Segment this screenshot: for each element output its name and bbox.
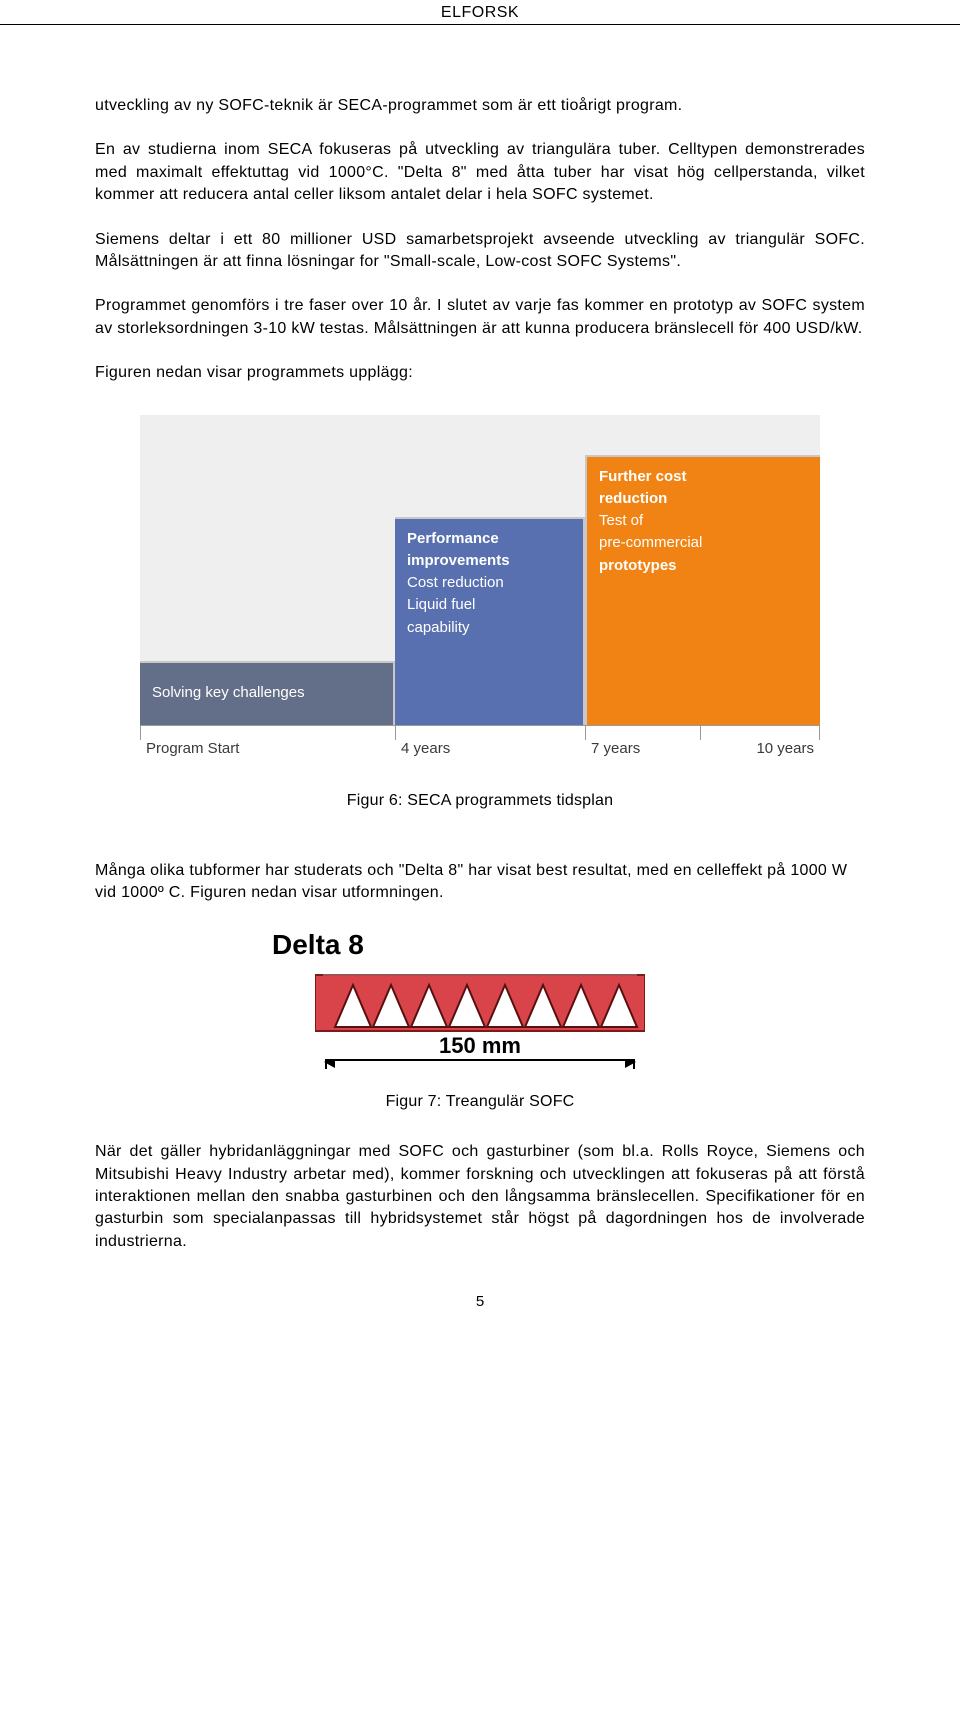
paragraph-1a: utveckling av ny SOFC-teknik är SECA-pro… xyxy=(95,95,865,117)
phase-3-line: prototypes xyxy=(599,556,808,576)
document-page: ELFORSK utveckling av ny SOFC-teknik är … xyxy=(0,0,960,1350)
phase-2-line: Performance xyxy=(407,529,571,549)
page-header: ELFORSK xyxy=(0,0,960,25)
phase-2-line: Liquid fuel xyxy=(407,595,571,615)
paragraph-4: Figuren nedan visar programmets upplägg: xyxy=(95,362,865,384)
phase-1: Solving key challenges xyxy=(140,661,395,725)
phase-3-line: pre-commercial xyxy=(599,533,808,553)
page-number: 5 xyxy=(95,1293,865,1310)
paragraph-2: Siemens deltar i ett 80 millioner USD sa… xyxy=(95,229,865,274)
paragraph-3: Programmet genomförs i tre faser over 10… xyxy=(95,295,865,340)
dimension-indicator: 150 mm xyxy=(270,1047,690,1083)
delta8-label: Delta 8 xyxy=(270,929,690,961)
phase-3-line: Further cost xyxy=(599,467,808,487)
phase-2-line: improvements xyxy=(407,551,571,571)
figure-7-caption: Figur 7: Treangulär SOFC xyxy=(95,1093,865,1111)
seca-chart: Solving key challenges Performance impro… xyxy=(140,415,820,767)
timeline-label: 10 years xyxy=(756,740,814,757)
figure-6-caption: Figur 6: SECA programmets tidsplan xyxy=(95,792,865,810)
paragraph-1b: En av studierna inom SECA fokuseras på u… xyxy=(95,139,865,206)
phase-3-line: reduction xyxy=(599,489,808,509)
delta8-figure: Delta 8 150 mm xyxy=(270,929,690,1083)
phase-3: Further cost reduction Test of pre-comme… xyxy=(585,455,820,725)
paragraph-6: När det gäller hybridanläggningar med SO… xyxy=(95,1141,865,1253)
timeline-label: 7 years xyxy=(591,740,640,757)
phase-3-line: Test of xyxy=(599,511,808,531)
phase-2-line: capability xyxy=(407,618,571,638)
phase-2-line: Cost reduction xyxy=(407,573,571,593)
timeline-label: 4 years xyxy=(401,740,450,757)
timeline: Program Start 4 years 7 years 10 years xyxy=(140,725,820,767)
chart-area: Solving key challenges Performance impro… xyxy=(140,415,820,725)
paragraph-5: Många olika tubformer har studerats och … xyxy=(95,860,865,905)
timeline-label: Program Start xyxy=(146,740,239,757)
phase-1-text: Solving key challenges xyxy=(152,683,305,703)
delta8-tube-icon xyxy=(315,967,645,1037)
dimension-text: 150 mm xyxy=(431,1033,529,1058)
phase-2: Performance improvements Cost reduction … xyxy=(395,517,585,725)
